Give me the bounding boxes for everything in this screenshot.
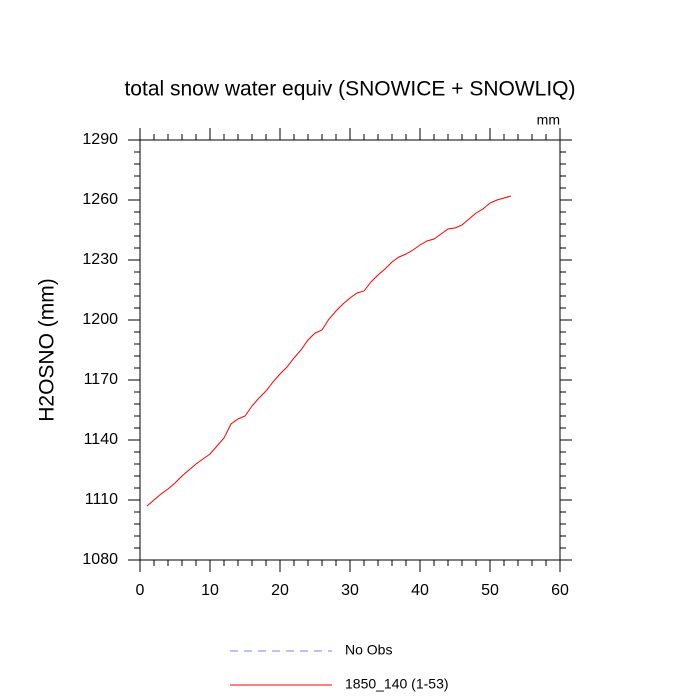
- y-tick-label: 1170: [84, 371, 119, 388]
- units-label: mm: [537, 112, 560, 128]
- legend-label: 1850_140 (1-53): [345, 676, 449, 692]
- x-tick-label: 0: [136, 582, 145, 599]
- x-tick-label: 50: [481, 582, 499, 599]
- plot-frame: [139, 139, 561, 561]
- legend-label: No Obs: [345, 642, 392, 658]
- y-tick-label: 1200: [82, 311, 118, 328]
- y-tick-label: 1110: [85, 491, 118, 508]
- y-tick-label: 1230: [82, 251, 118, 268]
- y-tick-label: 1080: [82, 551, 118, 568]
- x-tick-label: 40: [411, 582, 429, 599]
- y-axis-label: H2OSNO (mm): [36, 278, 59, 422]
- y-tick-label: 1140: [84, 431, 119, 448]
- y-tick-label: 1260: [82, 191, 118, 208]
- chart-title: total snow water equiv (SNOWICE + SNOWLI…: [124, 78, 575, 101]
- x-tick-label: 20: [271, 582, 289, 599]
- x-tick-label: 10: [201, 582, 219, 599]
- x-tick-label: 60: [551, 582, 569, 599]
- data-line: [146, 195, 512, 507]
- x-tick-label: 30: [341, 582, 359, 599]
- y-tick-label: 1290: [82, 131, 118, 148]
